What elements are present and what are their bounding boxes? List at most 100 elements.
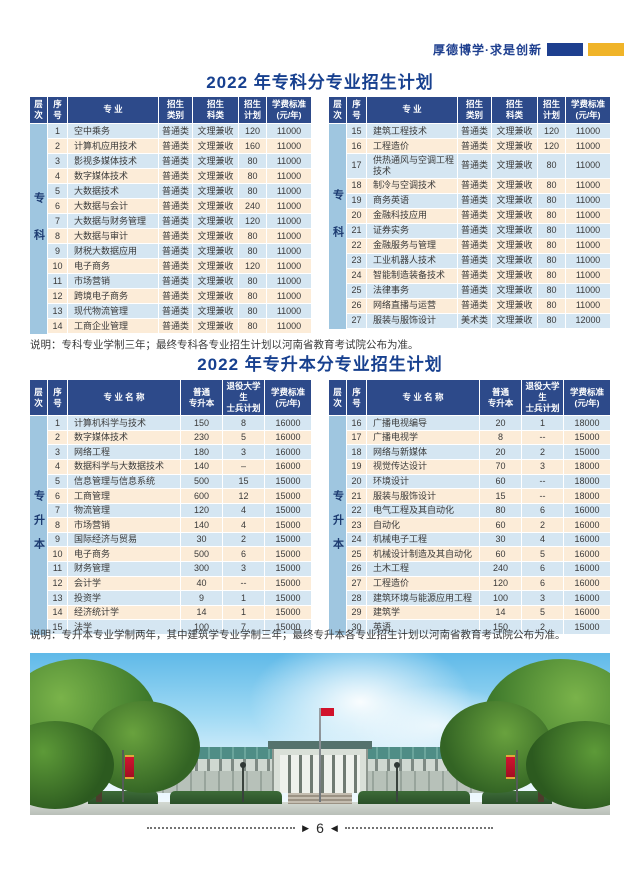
- table-body: 专科 1 空中乘务 普通类 文理兼收 120 11000: [30, 124, 311, 334]
- col-subject: 招生 科类: [193, 97, 239, 124]
- fee-cell: 18000: [574, 490, 600, 501]
- table-row: 21 服装与服饰设计 15 -- 18000: [347, 489, 610, 504]
- table-row: 9 财税大数据应用 普通类 文理兼收 80 11000: [48, 244, 311, 259]
- table-zhuanke-left: 层次 序号 专 业 招生 类别 招生 科类 招生 计划 学费标准 (元/年) 专科 1 …: [30, 97, 311, 334]
- col-major: 专 业: [367, 97, 458, 124]
- fee-cell: 15000: [275, 592, 301, 603]
- no-cell: 26: [347, 298, 367, 313]
- category-cell: 普通类: [159, 229, 193, 243]
- no-cell: 12: [48, 289, 68, 303]
- table-row: 7 物流管理 120 4 15000: [48, 503, 311, 519]
- plan-cell: 80: [239, 274, 267, 288]
- major-cell: 广播电视编导: [367, 416, 480, 430]
- fee-cell: 16000: [574, 505, 600, 516]
- major-cell: 财税大数据应用: [68, 244, 159, 258]
- category-cell: 普通类: [458, 223, 492, 238]
- general-plan-cell: 60: [480, 547, 522, 562]
- no-cell: 2: [48, 430, 68, 445]
- veteran-plan-cell: 1: [223, 605, 265, 620]
- fee-cell: 18000: [574, 475, 600, 486]
- table-row: 17 广播电视学 8 -- 15000: [347, 430, 610, 446]
- table-row: 15 建筑工程技术 普通类 文理兼收 120 11000: [347, 124, 610, 139]
- category-cell: 普通类: [458, 193, 492, 208]
- general-plan-cell: 15: [480, 489, 522, 503]
- subject-cell: 文理兼收: [492, 208, 538, 223]
- general-plan-cell: 80: [480, 503, 522, 518]
- motto-text: 厚德博学·求是创新: [433, 43, 542, 57]
- major-cell: 国际经济与贸易: [68, 532, 181, 547]
- no-cell: 19: [347, 459, 367, 474]
- no-cell: 14: [48, 605, 68, 620]
- fee-cell: 11000: [276, 275, 302, 286]
- footer-dotted-line: [344, 827, 493, 829]
- subject-cell: 文理兼收: [492, 124, 538, 138]
- no-cell: 25: [347, 547, 367, 562]
- subject-cell: 文理兼收: [193, 304, 239, 318]
- no-cell: 23: [347, 518, 367, 532]
- major-cell: 土木工程: [367, 562, 480, 576]
- major-cell: 网络工程: [68, 445, 181, 459]
- major-cell: 计算机应用技术: [68, 139, 159, 153]
- category-cell: 普通类: [458, 238, 492, 253]
- fee-cell: 11000: [575, 285, 601, 296]
- no-cell: 4: [48, 169, 68, 183]
- no-cell: 16: [347, 416, 367, 430]
- subject-cell: 文理兼收: [193, 184, 239, 198]
- no-cell: 18: [347, 178, 367, 193]
- fee-cell: 15000: [275, 548, 301, 559]
- col-category: 招生 类别: [458, 97, 492, 124]
- fee-cell: 11000: [575, 160, 601, 171]
- category-cell: 普通类: [159, 259, 193, 273]
- table-row: 8 大数据与审计 普通类 文理兼收 80 11000: [48, 229, 311, 244]
- fee-cell: 16000: [574, 563, 600, 574]
- veteran-plan-cell: 4: [223, 518, 265, 532]
- fee-cell: 11000: [575, 195, 601, 206]
- no-cell: 8: [48, 518, 68, 532]
- table-row: 22 金融服务与管理 普通类 文理兼收 80 11000: [347, 238, 610, 254]
- major-cell: 法律事务: [367, 283, 458, 298]
- table-row: 8 市场营销 140 4 15000: [48, 518, 311, 533]
- general-plan-cell: 100: [181, 620, 223, 635]
- plan-cell: 80: [239, 154, 267, 168]
- veteran-plan-cell: 8: [223, 416, 265, 430]
- subject-cell: 文理兼收: [492, 193, 538, 208]
- table-row: 26 土木工程 240 6 16000: [347, 562, 610, 577]
- major-cell: 自动化: [367, 518, 480, 532]
- general-plan-cell: 150: [480, 620, 522, 635]
- major-cell: 机械设计制造及其自动化: [367, 547, 480, 562]
- fee-cell: 11000: [276, 215, 302, 226]
- col-fee: 学费标准 (元/年): [265, 380, 311, 417]
- major-cell: 电气工程及其自动化: [367, 503, 480, 518]
- major-cell: 电子商务: [68, 547, 181, 562]
- fee-cell: 11000: [276, 230, 302, 241]
- table-row: 13 投资学 9 1 15000: [48, 591, 311, 606]
- table-row: 16 工程造价 普通类 文理兼收 120 11000: [347, 139, 610, 154]
- veteran-plan-cell: 6: [223, 547, 265, 562]
- no-cell: 10: [48, 259, 68, 273]
- major-cell: 数字媒体技术: [68, 169, 159, 183]
- footer-dotted-line: [147, 827, 296, 829]
- table-row: 12 跨境电子商务 普通类 文理兼收 80 11000: [48, 289, 311, 304]
- category-cell: 普通类: [458, 178, 492, 193]
- subject-cell: 文理兼收: [193, 169, 239, 183]
- subject-cell: 文理兼收: [492, 268, 538, 283]
- table-row: 27 服装与服饰设计 美术类 文理兼收 80 12000: [347, 313, 610, 329]
- major-cell: 机械电子工程: [367, 532, 480, 547]
- category-cell: 普通类: [458, 208, 492, 223]
- table-row: 18 制冷与空调技术 普通类 文理兼收 80 11000: [347, 178, 610, 194]
- table-row: 2 计算机应用技术 普通类 文理兼收 160 11000: [48, 139, 311, 154]
- category-cell: 普通类: [159, 304, 193, 318]
- col-subject: 招生 科类: [492, 97, 538, 124]
- major-cell: 商务英语: [367, 193, 458, 208]
- category-cell: 普通类: [458, 139, 492, 153]
- major-cell: 工商管理: [68, 489, 181, 503]
- no-cell: 11: [48, 562, 68, 576]
- no-cell: 1: [48, 416, 68, 430]
- lamp-post: [240, 762, 246, 802]
- general-plan-cell: 30: [480, 532, 522, 547]
- fee-cell: 15000: [275, 519, 301, 530]
- major-cell: 大数据与会计: [68, 199, 159, 213]
- no-cell: 10: [48, 547, 68, 562]
- col-major: 专 业: [68, 97, 159, 124]
- no-cell: 16: [347, 139, 367, 153]
